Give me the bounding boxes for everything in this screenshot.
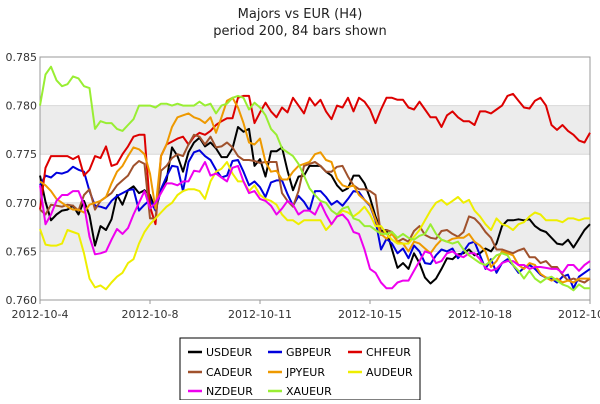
series-lines	[39, 65, 591, 292]
plot-frame	[39, 56, 591, 301]
y-tick-label: 0.785	[6, 51, 38, 64]
legend: USDEUR GBPEUR CHFEUR CADEUR JPYEUR AUDEUR NZDE…	[179, 337, 421, 401]
legend-label-gbpeur: GBPEUR	[286, 346, 332, 359]
y-axis: 0.760 0.765 0.770 0.775 0.780 0.785	[6, 51, 38, 307]
legend-label-cadeur: CADEUR	[206, 366, 253, 379]
legend-label-chfeur: CHFEUR	[366, 346, 411, 359]
chart-subtitle: period 200, 84 bars shown	[213, 24, 387, 39]
y-tick-label: 0.775	[6, 148, 38, 161]
background-band-1	[40, 105, 590, 155]
legend-label-jpyeur: JPYEUR	[285, 366, 325, 379]
x-tick-label: 2012-10-8	[122, 308, 179, 321]
series-line-gbpeur	[39, 149, 591, 290]
series-line-cadeur	[39, 133, 591, 284]
y-tick-label: 0.780	[6, 100, 38, 113]
legend-box	[179, 337, 421, 401]
x-tick-label: 2012-10-15	[338, 308, 402, 321]
series-line-chfeur	[39, 92, 591, 226]
x-tick-label: 2012-10-4	[12, 308, 69, 321]
series-line-xaueur	[39, 65, 590, 292]
legend-label-usdeur: USDEUR	[206, 346, 253, 359]
series-line-nzdeur	[39, 161, 591, 290]
x-axis: 2012-10-4 2012-10-8 2012-10-11 2012-10-15 20…	[12, 300, 600, 321]
grid	[40, 56, 590, 301]
x-tick-label: 2012-10-11	[228, 308, 292, 321]
series-line-audeur	[39, 161, 590, 291]
background-band-0	[40, 202, 590, 252]
y-tick-label: 0.765	[6, 245, 38, 258]
chart-title: Majors vs EUR (H4)	[238, 7, 363, 22]
background-bands	[40, 105, 590, 252]
legend-label-audeur: AUDEUR	[366, 366, 413, 379]
y-tick-label: 0.770	[6, 197, 38, 210]
y-tick-label: 0.760	[6, 294, 38, 307]
series-line-usdeur	[39, 126, 591, 285]
x-tick-label: 2012-10-18	[448, 308, 512, 321]
legend-label-nzdeur: NZDEUR	[206, 385, 253, 398]
legend-label-xaueur: XAUEUR	[286, 385, 332, 398]
series-line-jpyeur	[39, 96, 590, 284]
x-tick-label: 2012-10-22	[558, 308, 600, 321]
